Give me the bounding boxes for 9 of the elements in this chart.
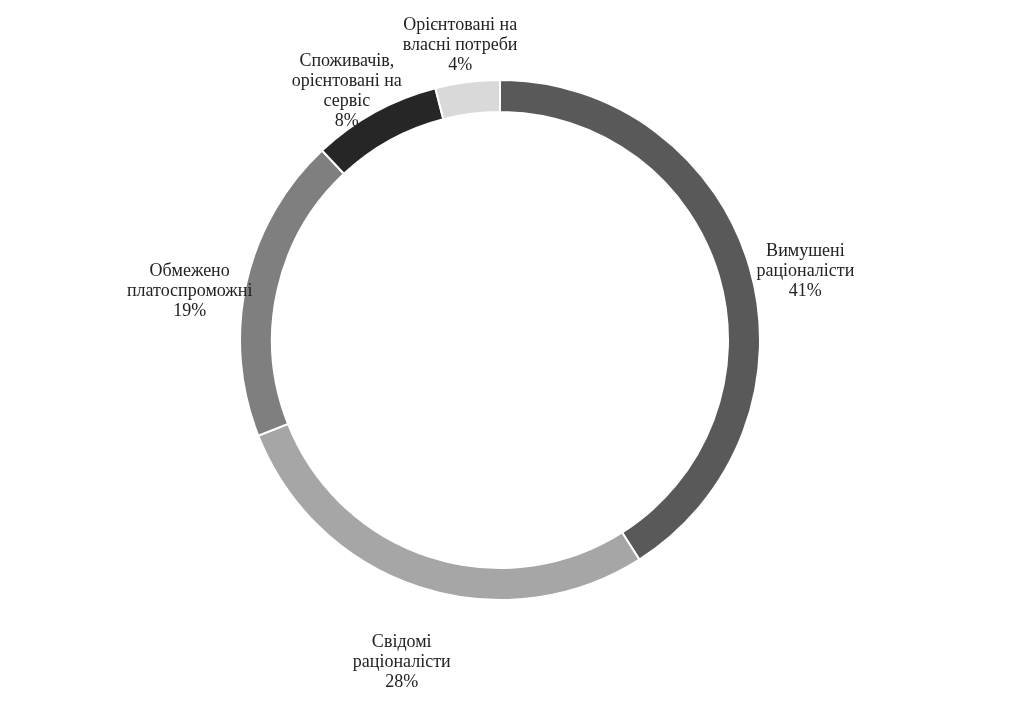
data-label: 19% [173, 299, 207, 320]
data-label: 28% [385, 671, 419, 692]
slice-label: Орієнтовані на власні потреби [402, 13, 518, 54]
slice-label: Споживачів, орієнтовані на сервіс [291, 50, 402, 111]
data-label: 8% [334, 110, 359, 131]
data-label: 4% [448, 53, 473, 74]
data-label: 41% [788, 280, 822, 301]
slice-label: Вимушені раціоналісти [756, 240, 855, 281]
slice-label: Свідомі раціоналісти [352, 631, 452, 672]
